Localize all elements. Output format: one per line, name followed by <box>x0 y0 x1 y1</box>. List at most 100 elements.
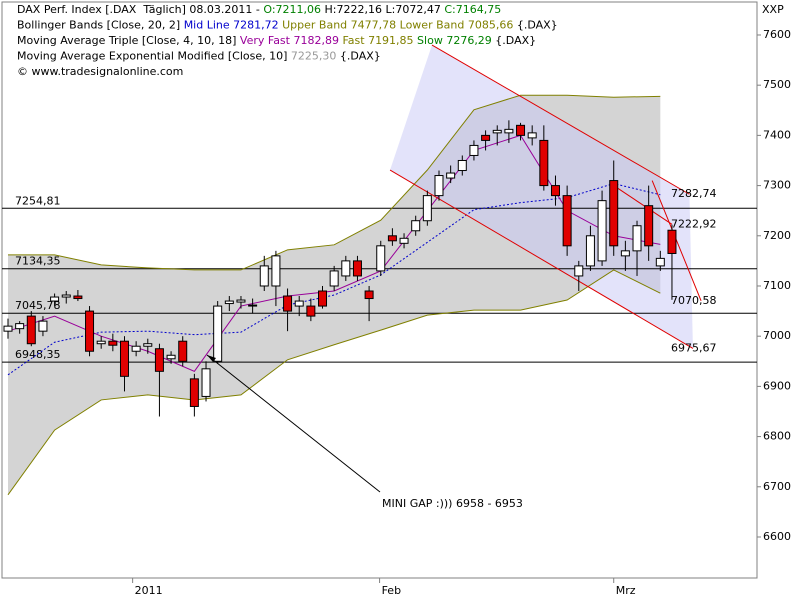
legend-text: 7225,30 <box>291 50 337 63</box>
y-tick-label: 6700 <box>763 480 791 493</box>
candle-body <box>644 205 654 247</box>
candle-body <box>329 270 339 287</box>
legend-line: Bollinger Bands [Close, 20, 2] Mid Line … <box>17 19 558 32</box>
candle-body <box>597 200 607 262</box>
candle-body <box>236 299 246 303</box>
legend-text: Moving Average Triple [Close, 4, 10, 18] <box>17 34 240 47</box>
legend-text: O:7211,06 <box>263 3 321 16</box>
legend-line: DAX Perf. Index [.DAX Täglich] 08.03.201… <box>17 3 501 16</box>
legend-text: {.DAX} <box>336 50 380 63</box>
legend-text: © www.tradesignalonline.com <box>17 65 183 78</box>
legend-text: Slow 7276,29 <box>414 34 492 47</box>
candle-body <box>294 300 304 307</box>
candle-body <box>341 260 351 277</box>
y-tick-label: 6800 <box>763 430 791 443</box>
candle-body <box>108 340 118 346</box>
y-tick-label: 7500 <box>763 78 791 91</box>
x-tick-label: Feb <box>382 584 401 597</box>
candle-body <box>562 195 572 247</box>
legend-text: Mid Line 7281,72 <box>184 19 279 32</box>
candle-body <box>376 245 386 272</box>
candle-body <box>318 290 328 307</box>
legend-text: Bollinger Bands [Close, 20, 2] <box>17 19 184 32</box>
candle-body <box>457 159 467 172</box>
x-tick-label: Mrz <box>616 584 636 597</box>
y-tick-label: 7100 <box>763 279 791 292</box>
trend-label: 7222,92 <box>671 217 717 230</box>
candle-body <box>516 124 526 136</box>
candle-body <box>352 260 362 277</box>
legend-text: DAX Perf. Index [.DAX Täglich] 08.03.201… <box>17 3 263 16</box>
candle-body <box>178 340 188 362</box>
candle-body <box>527 132 537 139</box>
candle-body <box>201 368 211 397</box>
legend-text: {.DAX} <box>492 34 536 47</box>
candle-body <box>469 144 479 156</box>
y-tick-label: 6600 <box>763 530 791 543</box>
legend-text: Very Fast 7182,89 <box>240 34 339 47</box>
candle-body <box>166 354 176 360</box>
candle-body <box>539 139 549 187</box>
candle-body <box>143 343 153 347</box>
candle-body <box>38 320 48 332</box>
candle-body <box>259 265 269 287</box>
candle-body <box>620 250 630 257</box>
candle-body <box>504 128 514 134</box>
candle-body <box>15 323 25 330</box>
candle-body <box>73 295 83 300</box>
legend-text: H:7222,16 L:7072,47 <box>321 3 444 16</box>
candle-body <box>271 255 281 287</box>
level-label: 7134,35 <box>15 255 61 268</box>
candle-body <box>550 185 560 197</box>
x-tick-label: 2011 <box>135 584 163 597</box>
candle-body <box>492 129 502 134</box>
indicator-line <box>7 94 661 271</box>
trend-label: 6975,67 <box>671 341 717 354</box>
candle-body <box>26 315 36 345</box>
annotation: MINI GAP :))) 6958 - 6953 <box>382 497 523 510</box>
candle-body <box>632 225 642 252</box>
candle-body <box>446 172 456 179</box>
legend-line: Moving Average Exponential Modified [Clo… <box>17 50 381 63</box>
legend-text: Moving Average Exponential Modified [Clo… <box>17 50 291 63</box>
legend-text: {.DAX} <box>513 19 557 32</box>
level-label: 7254,81 <box>15 194 61 207</box>
level-label: 7045,78 <box>15 299 61 312</box>
candle-body <box>364 290 374 300</box>
candle-body <box>655 257 665 267</box>
candle-body <box>96 340 106 345</box>
legend-line: Moving Average Triple [Close, 4, 10, 18]… <box>17 34 536 47</box>
candle-body <box>119 340 129 377</box>
candle-body <box>213 305 223 362</box>
y-tick-label: 7300 <box>763 179 791 192</box>
candle-body <box>154 348 164 372</box>
candle-body <box>224 300 234 305</box>
legend-line: © www.tradesignalonline.com <box>17 65 183 78</box>
trend-label: 7282,74 <box>671 187 717 200</box>
candle-body <box>481 134 491 141</box>
candle-body <box>574 265 584 277</box>
y-tick-label: 7200 <box>763 229 791 242</box>
candle-body <box>50 296 60 302</box>
candle-body <box>387 235 397 242</box>
level-label: 6948,35 <box>15 348 61 361</box>
legend-text: C:7164,75 <box>444 3 501 16</box>
candle-body <box>3 325 13 332</box>
annotation-arrow <box>206 354 381 493</box>
trend-line <box>431 44 690 195</box>
trend-label: 7070,58 <box>671 294 717 307</box>
y-tick-label: 7000 <box>763 329 791 342</box>
legend-text: Upper Band 7477,78 Lower Band 7085,66 <box>279 19 514 32</box>
candle-body <box>667 229 677 254</box>
indicator-line <box>7 269 661 496</box>
candle-body <box>283 295 293 312</box>
candle-body <box>411 220 421 232</box>
arrow-head <box>207 355 216 362</box>
candle-body <box>585 235 595 267</box>
candle-body <box>131 345 141 352</box>
candle-body <box>422 195 432 222</box>
trend-line <box>389 169 694 349</box>
candle-body <box>61 294 71 298</box>
trend-line <box>613 185 673 225</box>
y-tick-label: 6900 <box>763 379 791 392</box>
